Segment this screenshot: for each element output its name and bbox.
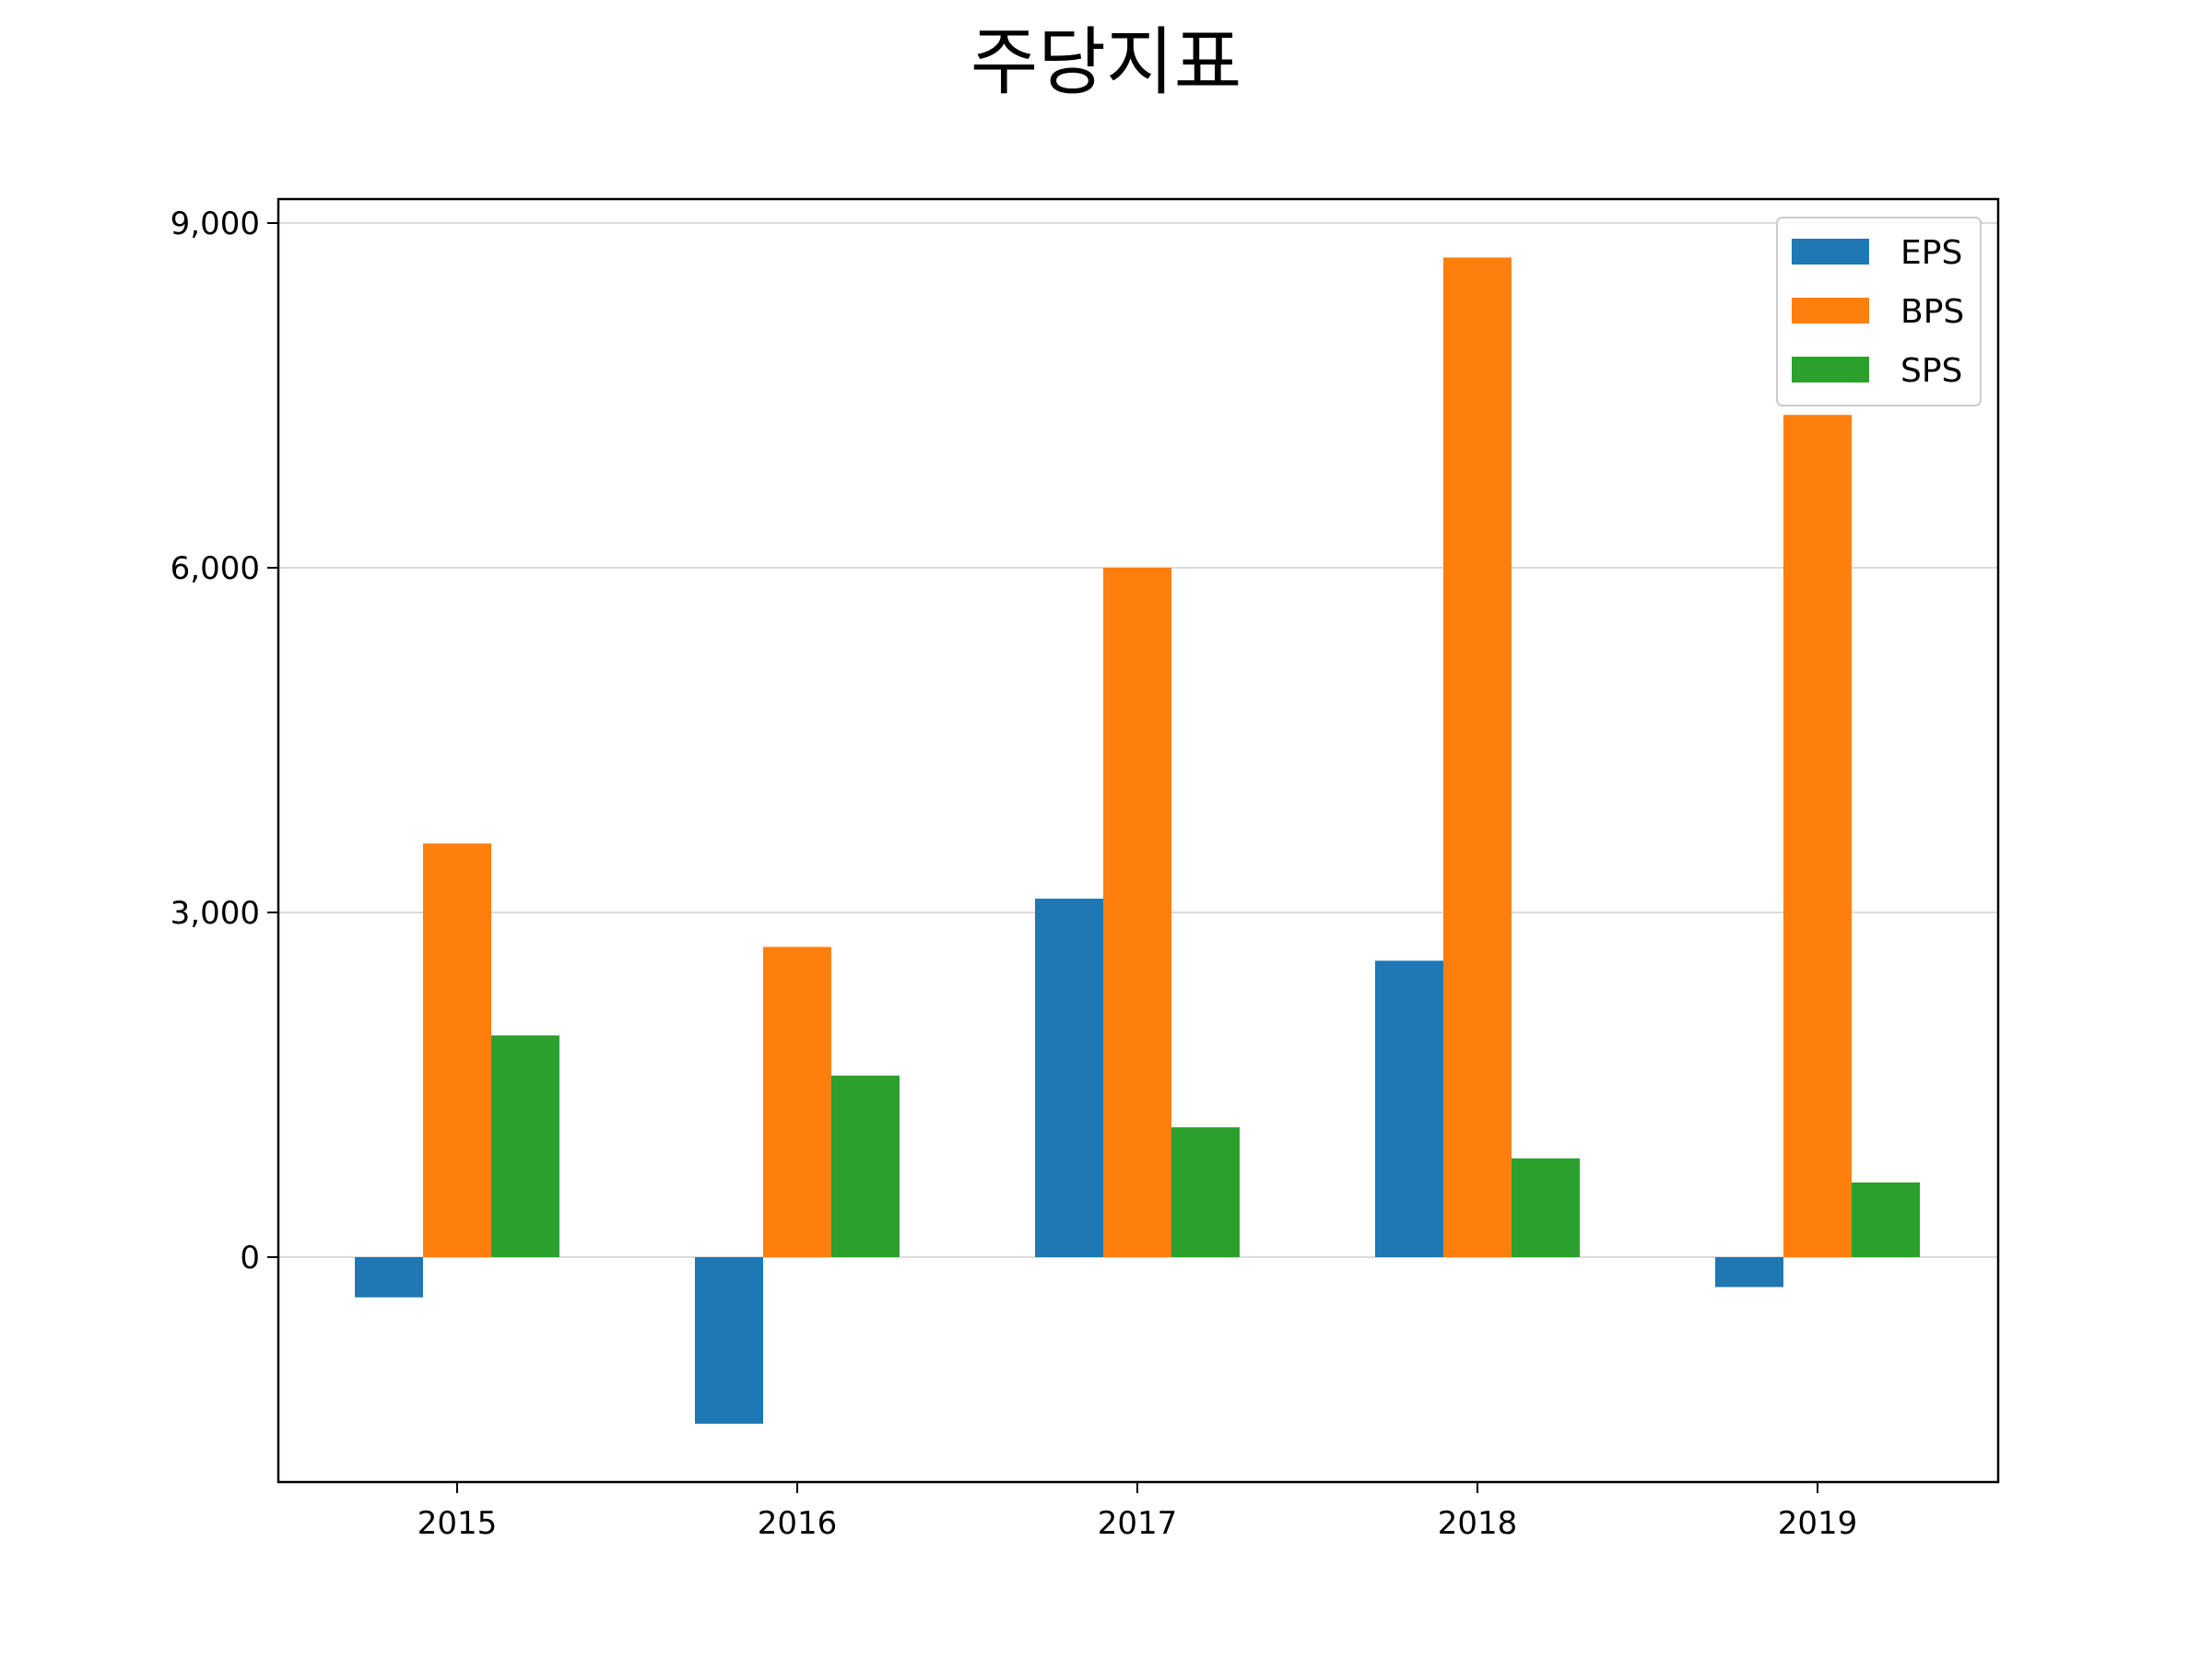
legend-swatch-eps [1792,239,1869,265]
y-tick-label: 9,000 [171,206,260,242]
legend: EPS BPS SPS [1776,217,1982,406]
bar-eps-2015 [355,1257,423,1298]
y-tick-label: 0 [240,1240,260,1277]
bar-sps-2018 [1512,1158,1580,1257]
bar-bps-2015 [423,843,491,1257]
axes: 0 3,000 6,000 9,000 2015 2016 2017 2018 2019 [171,206,1858,1542]
x-tick-label: 2018 [1438,1505,1518,1542]
legend-label-sps: SPS [1900,352,1962,390]
bar-eps-2019 [1715,1257,1783,1288]
bar-bps-2019 [1783,415,1852,1257]
legend-label-eps: EPS [1900,234,1962,272]
bar-sps-2019 [1852,1182,1920,1257]
bar-sps-2017 [1171,1127,1240,1257]
x-tick-label: 2017 [1098,1505,1178,1542]
bar-bps-2017 [1103,568,1171,1257]
bar-bps-2016 [763,947,831,1257]
legend-swatch-bps [1792,298,1869,324]
chart-title: 주당지표 [971,19,1241,105]
x-tick-label: 2019 [1778,1505,1858,1542]
legend-swatch-sps [1792,357,1869,382]
bar-eps-2017 [1035,899,1103,1257]
legend-label-bps: BPS [1900,293,1964,331]
bars [355,257,1920,1424]
bar-eps-2016 [695,1257,763,1424]
x-tick-label: 2016 [758,1505,838,1542]
y-tick-label: 3,000 [171,895,260,932]
x-tick-label: 2015 [418,1505,498,1542]
y-tick-label: 6,000 [171,550,260,587]
bar-eps-2018 [1375,960,1443,1257]
bar-sps-2016 [831,1076,900,1257]
bar-sps-2015 [491,1035,559,1257]
bar-bps-2018 [1443,257,1512,1257]
